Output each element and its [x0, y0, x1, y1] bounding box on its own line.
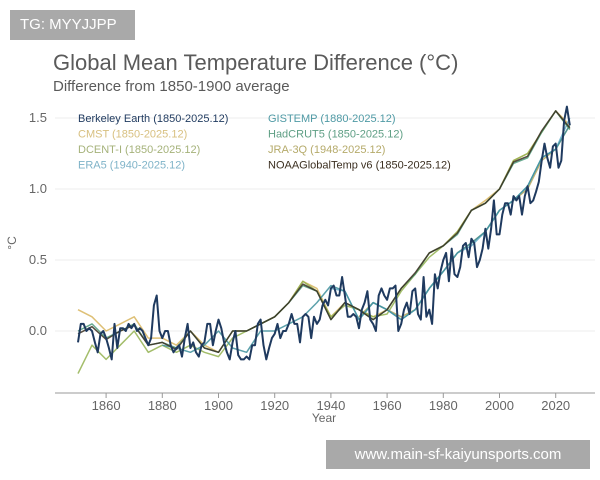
x-tick-label: 1960: [373, 398, 402, 413]
series-line-gistemp: [162, 124, 571, 354]
x-tick-label: 2000: [485, 398, 514, 413]
legend-item: HadCRUT5 (1850-2025.12): [268, 129, 403, 141]
y-tick-label: 0.0: [29, 323, 47, 338]
legend-item: Berkeley Earth (1850-2025.12): [78, 113, 228, 125]
legend-item: JRA-3Q (1948-2025.12): [268, 144, 385, 156]
watermark-top-left: TG: MYYJJPP: [10, 10, 135, 40]
x-tick-label: 1860: [92, 398, 121, 413]
x-axis-label: Year: [312, 411, 336, 425]
series-line-berkeley: [77, 105, 571, 361]
legend-item: ERA5 (1940-2025.12): [78, 160, 185, 172]
chart-subtitle: Difference from 1850-1900 average: [53, 78, 290, 95]
y-axis-label: °C: [5, 236, 19, 250]
x-tick-label: 1980: [429, 398, 458, 413]
x-tick-label: 2020: [541, 398, 570, 413]
x-tick-label: 1940: [316, 398, 345, 413]
y-tick-label: 0.5: [29, 252, 47, 267]
legend-item: GISTEMP (1880-2025.12): [268, 113, 396, 125]
y-tick-label: 1.0: [29, 181, 47, 196]
watermark-bottom-right: www.main-sf-kaiyunsports.com: [326, 440, 590, 469]
series-line-noaaglobaltemp: [77, 110, 571, 354]
legend-item: CMST (1850-2025.12): [78, 129, 187, 141]
chart-title: Global Mean Temperature Difference (°C): [53, 50, 458, 75]
y-tick-label: 1.5: [29, 110, 47, 125]
x-tick-label: 1900: [204, 398, 233, 413]
legend-item: NOAAGlobalTemp v6 (1850-2025.12): [268, 160, 451, 172]
x-tick-label: 1880: [148, 398, 177, 413]
x-tick-label: 1920: [260, 398, 289, 413]
legend-item: DCENT-I (1850-2025.12): [78, 144, 200, 156]
